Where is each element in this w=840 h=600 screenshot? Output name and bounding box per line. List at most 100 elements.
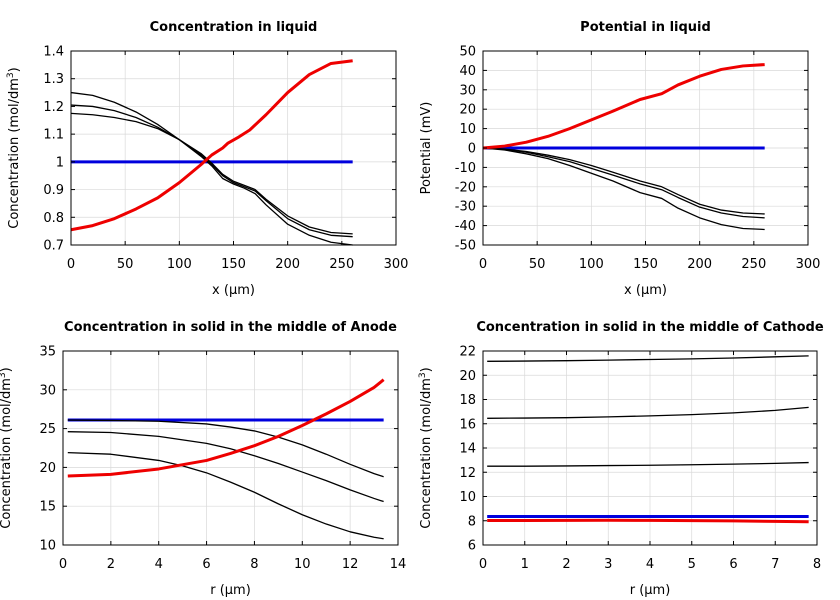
chart-title: Concentration in solid in the middle of …: [476, 320, 824, 335]
x-tick-label: 7: [771, 557, 779, 572]
x-tick-label: 300: [384, 257, 409, 272]
x-tick-label: 50: [529, 257, 546, 272]
series-line-red: [487, 518, 809, 524]
x-tick-label: 6: [202, 557, 210, 572]
series-group: [70, 59, 353, 246]
x-tick-label: 10: [294, 557, 311, 572]
y-tick-label: 25: [39, 422, 56, 437]
y-tick-label: 1.1: [43, 128, 64, 143]
x-tick-label: 200: [275, 257, 300, 272]
chart-title: Concentration in solid in the middle of …: [64, 320, 397, 335]
y-tick-label: -50: [455, 239, 476, 254]
x-tick-label: 0: [479, 257, 487, 272]
y-axis-label-tail: ): [419, 367, 434, 372]
y-axis-label-superscript: 3: [0, 372, 8, 378]
x-tick-label: 4: [155, 557, 163, 572]
x-tick-label: 12: [342, 557, 359, 572]
y-axis-label-text: Concentration (mol/dm: [419, 378, 434, 529]
series-line-black-1: [70, 91, 353, 246]
y-tick-label: 35: [39, 345, 56, 360]
y-tick-label: 12: [459, 466, 476, 481]
x-tick-label: 8: [813, 557, 821, 572]
x-axis-label: r (µm): [210, 583, 251, 598]
x-tick-label: 2: [107, 557, 115, 572]
x-tick-label: 200: [687, 257, 712, 272]
chart-panel-1: 0 50 100 150 200 250 300 0.7 0.8 0.9 1 1.1 1.2 1.3 1.4…: [6, 20, 408, 298]
x-tick-label: 1: [521, 557, 529, 572]
y-axis-label-text: Concentration (mol/dm: [0, 378, 14, 529]
series-line-black-2: [482, 147, 765, 219]
x-tick-label: 0: [59, 557, 67, 572]
y-tick-label: 20: [459, 103, 476, 118]
x-tick-label: 5: [688, 557, 696, 572]
chart-panel-3: 0 2 4 6 8 10 12 14 10 15 20 25 30 35 Concentration in …: [0, 320, 406, 598]
y-tick-label: 1.2: [43, 100, 64, 115]
series-line-red: [70, 59, 353, 232]
x-tick-label: 14: [390, 557, 407, 572]
x-tick-label: 100: [579, 257, 604, 272]
y-axis-label-tail: ): [7, 67, 22, 72]
x-tick-label: 150: [633, 257, 658, 272]
y-axis-label: Concentration (mol/dm3): [6, 67, 22, 229]
series-line-black-1: [487, 355, 809, 362]
series-line-black-2: [67, 431, 384, 503]
y-tick-label: 0.9: [43, 183, 64, 198]
series-line-black-1: [482, 147, 765, 231]
y-tick-label: 10: [459, 490, 476, 505]
x-tick-label: 3: [604, 557, 612, 572]
y-tick-label: 30: [39, 383, 56, 398]
y-tick-label: 14: [459, 442, 476, 457]
y-axis-label-tail: ): [0, 367, 14, 372]
y-tick-label: -30: [455, 200, 476, 215]
series-group: [482, 63, 765, 231]
x-tick-label: 300: [796, 257, 821, 272]
y-axis-label-text: Potential (mV): [419, 102, 434, 195]
series-line-black-2: [487, 406, 809, 419]
series-line-black-3: [482, 147, 765, 215]
x-tick-label: 50: [117, 257, 134, 272]
series-line-black-3: [487, 461, 809, 467]
y-tick-label: 20: [39, 461, 56, 476]
series-group: [67, 378, 385, 540]
y-tick-label: 0.8: [43, 211, 64, 226]
y-tick-label: -10: [455, 161, 476, 176]
x-tick-label: 2: [562, 557, 570, 572]
x-tick-label: 250: [329, 257, 354, 272]
series-line-black-2: [70, 104, 353, 238]
series-line-black-1: [67, 419, 384, 478]
y-tick-label: -20: [455, 180, 476, 195]
y-tick-label: 10: [39, 539, 56, 554]
y-tick-label: 6: [468, 539, 476, 554]
x-tick-label: 0: [479, 557, 487, 572]
x-tick-label: 8: [250, 557, 258, 572]
y-tick-label: 0.7: [43, 239, 64, 254]
chart-panel-2: 0 50 100 150 200 250 300 -50 -40 -30 -20 -10 0 10 20 30…: [419, 20, 820, 298]
x-axis-label: r (µm): [630, 583, 671, 598]
y-tick-label: 50: [459, 45, 476, 60]
y-tick-label: 30: [459, 83, 476, 98]
series-group: [487, 355, 809, 524]
y-tick-label: 10: [459, 122, 476, 137]
y-tick-label: 1.3: [43, 72, 64, 87]
x-axis-label: x (µm): [212, 283, 255, 298]
y-tick-label: 1: [56, 155, 64, 170]
y-tick-label: 1.4: [43, 45, 64, 60]
y-tick-label: 40: [459, 64, 476, 79]
y-tick-label: 18: [459, 393, 476, 408]
y-tick-label: 22: [459, 345, 476, 360]
x-tick-label: 150: [221, 257, 246, 272]
series-line-black-3: [67, 452, 384, 540]
y-axis-label: Potential (mV): [419, 102, 434, 195]
chart-title: Potential in liquid: [580, 20, 711, 35]
y-tick-label: 20: [459, 369, 476, 384]
grid: [71, 51, 396, 245]
y-tick-label: 15: [39, 500, 56, 515]
y-tick-label: -40: [455, 219, 476, 234]
x-tick-label: 6: [729, 557, 737, 572]
y-axis-label-superscript: 3: [418, 372, 428, 378]
grid: [63, 351, 398, 545]
x-tick-label: 250: [741, 257, 766, 272]
y-axis-label: Concentration (mol/dm3): [0, 367, 14, 529]
